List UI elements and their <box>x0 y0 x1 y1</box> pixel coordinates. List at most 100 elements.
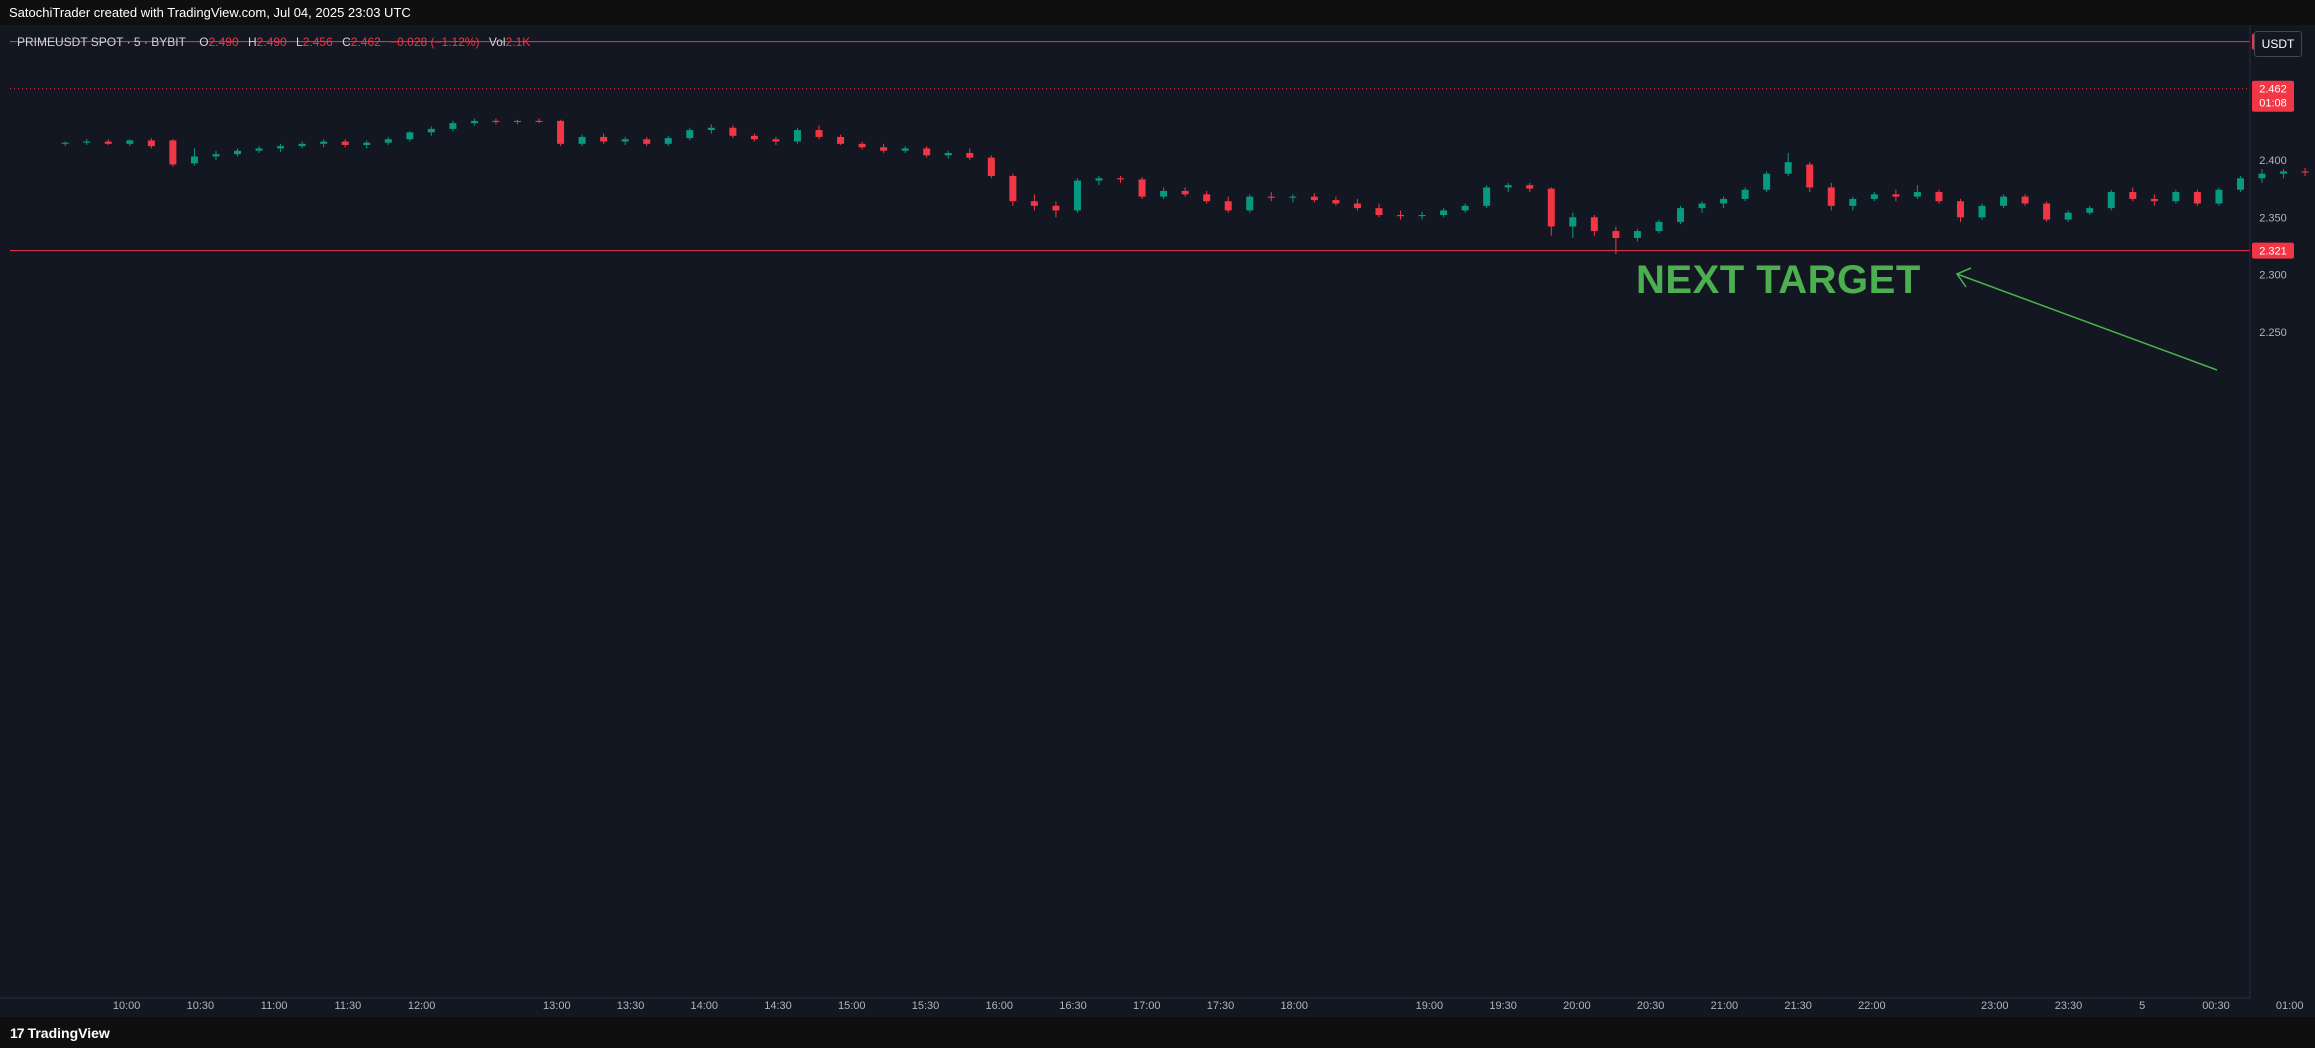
candle-body <box>1440 210 1448 216</box>
x-tick-label: 15:30 <box>912 1000 940 1012</box>
candle-body <box>2064 212 2072 220</box>
y-tick-label: 2.300 <box>2259 270 2287 282</box>
candle-body <box>1720 198 1728 204</box>
candle-body <box>1956 201 1964 218</box>
x-tick-label: 17:30 <box>1207 1000 1235 1012</box>
x-tick-label: 5 <box>2139 1000 2145 1012</box>
candle-body <box>1806 164 1814 188</box>
symbol-legend: PRIMEUSDT SPOT · 5 · BYBIT O2.490 H2.490… <box>17 35 530 49</box>
candle-body <box>1849 198 1857 206</box>
candles <box>61 118 2309 255</box>
candle-body <box>923 148 931 156</box>
candle-body <box>1052 205 1060 211</box>
level-price-label: 2.321 <box>2259 246 2287 258</box>
created-by-text: SatochiTrader created with TradingView.c… <box>9 5 411 20</box>
low-label: L <box>296 35 303 49</box>
close-value: 2.462 <box>350 35 381 49</box>
candle-body <box>234 150 242 155</box>
candle-body <box>2021 196 2029 204</box>
tradingview-logo[interactable]: 17 TradingView <box>10 1025 110 1041</box>
time-axis[interactable]: 10:00 10:30 11:00 11:30 12:00 13:00 13:30 14:00… <box>0 997 2315 1012</box>
candle-body <box>298 143 306 147</box>
candle-body <box>901 148 909 151</box>
arrow-head <box>1955 267 1972 288</box>
candle-body <box>1569 217 1577 227</box>
candle-body <box>277 146 285 149</box>
candle-body <box>61 142 69 144</box>
candle-body <box>1655 221 1663 232</box>
x-tick-label: 16:00 <box>985 1000 1013 1012</box>
candle-body <box>557 120 565 144</box>
current-price-tag <box>2252 80 2294 112</box>
candle-body <box>793 130 801 142</box>
x-tick-label: 11:30 <box>335 1000 362 1012</box>
candle-body <box>427 128 435 133</box>
x-tick-label: 19:30 <box>1489 1000 1517 1012</box>
volume-label: Vol <box>488 35 506 49</box>
x-tick-label: 23:30 <box>2055 1000 2083 1012</box>
candle-body <box>858 143 866 148</box>
x-tick-label: 20:30 <box>1637 1000 1665 1012</box>
x-tick-label: 18:00 <box>1280 1000 1308 1012</box>
candle-body <box>384 139 392 143</box>
candle-body <box>1935 192 1943 202</box>
candle-body <box>449 123 457 129</box>
x-tick-label: 22:00 <box>1858 1000 1886 1012</box>
candle-body <box>1913 192 1921 197</box>
symbol-name[interactable]: PRIMEUSDT SPOT · 5 · BYBIT <box>17 35 186 49</box>
candle-body <box>2107 192 2115 209</box>
candle-body <box>2236 178 2244 190</box>
candle-body <box>643 139 651 144</box>
price-axis[interactable]: 2.9002.8502.8002.7502.7002.6502.6002.550… <box>2249 25 2287 998</box>
candle-body <box>2193 192 2201 204</box>
candle-body <box>212 154 220 157</box>
countdown-label: 01:08 <box>2259 98 2287 110</box>
tradingview-logo-icon: 17 <box>10 1025 25 1041</box>
x-tick-label: 14:30 <box>764 1000 792 1012</box>
candle-body <box>1612 231 1620 238</box>
close-label: C <box>342 35 351 49</box>
change-value: −0.028 (−1.12%) <box>390 35 480 49</box>
candle-body <box>255 148 263 151</box>
candle-body <box>363 142 371 145</box>
arrow-annotation <box>1955 267 2218 371</box>
candle-body <box>406 132 414 140</box>
candle-body <box>1224 201 1232 211</box>
candle-body <box>837 136 845 144</box>
candle-body <box>1160 190 1168 197</box>
currency-button[interactable]: USDT <box>2254 31 2302 57</box>
candle-body <box>1784 162 1792 174</box>
candle-body <box>1009 175 1017 202</box>
candle-body <box>341 141 349 145</box>
current-price-label: 2.462 <box>2259 84 2287 96</box>
candle-body <box>1203 194 1211 202</box>
x-tick-label: 10:30 <box>187 1000 215 1012</box>
candle-body <box>470 120 478 124</box>
candle-body <box>1677 208 1685 222</box>
candle-body <box>1375 208 1383 216</box>
high-value: 2.490 <box>256 35 287 49</box>
candle-body <box>1353 203 1361 209</box>
x-tick-label: 21:00 <box>1711 1000 1739 1012</box>
candle-body <box>1741 189 1749 199</box>
x-tick-label: 13:30 <box>617 1000 645 1012</box>
x-tick-label: 12:00 <box>408 1000 436 1012</box>
candle-body <box>1138 179 1146 197</box>
candle-body <box>1698 203 1706 209</box>
y-tick-label: 2.250 <box>2259 327 2287 339</box>
candle-body <box>320 141 328 144</box>
candle-body <box>535 120 543 123</box>
x-tick-label: 15:00 <box>838 1000 866 1012</box>
candle-body <box>772 139 780 142</box>
top-bar: SatochiTrader created with TradingView.c… <box>0 0 2315 25</box>
candle-body <box>1073 180 1081 211</box>
candle-body <box>513 120 521 123</box>
candle-body <box>2000 196 2008 206</box>
arrow-shaft <box>1956 273 2218 371</box>
candle-body <box>944 153 952 156</box>
open-value: 2.490 <box>208 35 239 49</box>
candle-body <box>2301 171 2309 173</box>
candle-body <box>966 153 974 158</box>
